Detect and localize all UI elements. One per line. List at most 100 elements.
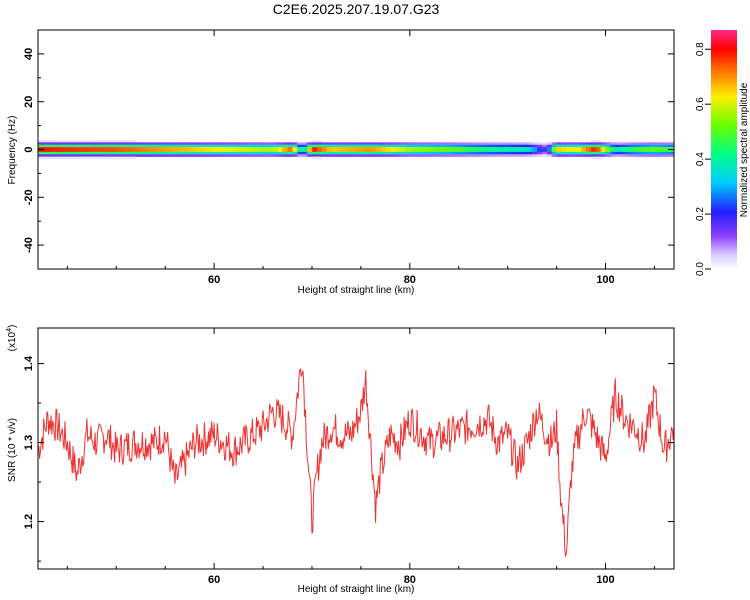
spectrogram-cell	[204, 151, 210, 155]
spectrogram-y-tick-label: 40	[23, 48, 35, 60]
spectrogram-cell	[170, 144, 176, 148]
spectrogram-cell	[581, 151, 587, 155]
spectrogram-cell	[184, 149, 191, 153]
spectrogram-cell	[522, 142, 528, 145]
spectrogram-cell	[111, 149, 117, 153]
spectrogram-cell	[258, 144, 264, 148]
spectrogram-cell	[532, 154, 538, 157]
spectrogram-cell	[468, 154, 474, 157]
colorbar-gradient	[711, 30, 737, 269]
spectrogram-cell	[541, 147, 548, 150]
spectrogram-cell	[497, 154, 504, 157]
spectrogram-cell	[448, 144, 455, 148]
spectrogram-cell	[77, 154, 83, 157]
spectrogram-cell	[346, 144, 352, 148]
spectrogram-cell	[57, 144, 63, 148]
spectrogram-cell	[458, 147, 465, 150]
spectrogram-cell	[214, 147, 220, 150]
spectrogram-cell	[292, 149, 298, 153]
spectrogram-cell	[600, 149, 606, 153]
spectrogram-cell	[326, 151, 332, 155]
spectrogram-cell	[199, 147, 205, 150]
spectrogram-cell	[277, 147, 284, 150]
spectrogram-cell	[160, 149, 166, 153]
spectrogram-cell	[223, 154, 230, 157]
spectrogram-cell	[463, 151, 469, 155]
spectrogram-cell	[497, 144, 504, 148]
spectrogram-cell	[91, 147, 98, 150]
spectrogram-cell	[233, 154, 239, 157]
spectrogram-cell	[96, 139, 102, 143]
spectrogram-cell	[42, 147, 49, 150]
spectrogram-cell	[179, 144, 186, 148]
spectrogram-cell	[194, 149, 200, 153]
spectrogram-cell	[448, 147, 455, 150]
spectrogram-cell	[356, 151, 362, 155]
spectrogram-cell	[537, 151, 543, 155]
spectrogram-cell	[556, 154, 562, 157]
spectrogram-cell	[439, 147, 445, 150]
spectrogram-cell	[228, 147, 235, 150]
spectrogram-cell	[214, 151, 220, 155]
spectrogram-cell	[595, 154, 602, 157]
spectrogram-cell	[297, 154, 303, 157]
spectrogram-cell	[311, 147, 318, 150]
spectrogram-cell	[561, 149, 567, 153]
spectrogram-cell	[615, 154, 621, 157]
spectrogram-cell	[140, 149, 147, 153]
spectrogram-cell	[341, 147, 347, 150]
spectrogram-cell	[439, 142, 445, 145]
spectrogram-cell	[385, 149, 391, 153]
spectrogram-cell	[585, 147, 592, 150]
spectrogram-cell	[649, 149, 655, 153]
spectrogram-cell	[307, 151, 313, 155]
spectrogram-cell	[375, 154, 381, 157]
spectrogram-cell	[111, 144, 117, 148]
spectrogram-cell	[292, 144, 298, 148]
spectrogram-cell	[253, 149, 259, 153]
spectrogram-cell	[400, 144, 406, 148]
spectrogram-cell	[321, 147, 328, 150]
spectrogram-cell	[424, 144, 430, 148]
spectrogram-cell	[385, 151, 391, 155]
spectrogram-cell	[360, 147, 367, 150]
spectrogram-cell	[409, 151, 416, 155]
spectrogram-cell	[615, 147, 621, 150]
spectrogram-cell	[629, 147, 636, 150]
spectrogram-cell	[404, 142, 411, 145]
spectrogram-cell	[204, 142, 210, 145]
spectrogram-cell	[429, 154, 435, 157]
spectrogram-cell	[551, 151, 557, 155]
spectrogram-cell	[365, 149, 372, 153]
spectrogram-cell	[253, 144, 259, 148]
spectrogram-cell	[502, 147, 509, 150]
spectrogram-cell	[316, 144, 323, 148]
spectrogram-cell	[311, 142, 318, 145]
spectrogram-cell	[434, 149, 440, 153]
spectrogram-cell	[150, 142, 156, 145]
spectrogram-cell	[478, 142, 484, 145]
spectrogram-cell	[546, 144, 553, 148]
spectrogram-cell	[566, 142, 572, 145]
spectrogram-cell	[639, 147, 646, 150]
spectrogram-cell	[429, 149, 435, 153]
spectrogram-cell	[654, 144, 660, 148]
spectrogram-cell	[478, 154, 484, 157]
spectrogram-cell	[145, 149, 151, 153]
spectrogram-cell	[458, 144, 465, 148]
spectrogram-cell	[72, 139, 78, 143]
spectrogram-cell	[488, 149, 494, 153]
spectrogram-cell	[316, 139, 323, 143]
spectrogram-cell	[419, 154, 425, 157]
spectrogram-cell	[365, 144, 372, 148]
spectrogram-cell	[223, 151, 230, 155]
spectrogram-cell	[615, 149, 621, 153]
spectrogram-cell	[629, 144, 636, 148]
spectrogram-cell	[150, 151, 156, 155]
spectrogram-cell	[86, 139, 93, 143]
spectrogram-cell	[532, 149, 538, 153]
spectrogram-cell	[473, 142, 479, 145]
spectrogram-cell	[67, 142, 73, 145]
spectrogram-cell	[605, 149, 611, 153]
snr-x-tick-label: 80	[404, 574, 416, 586]
